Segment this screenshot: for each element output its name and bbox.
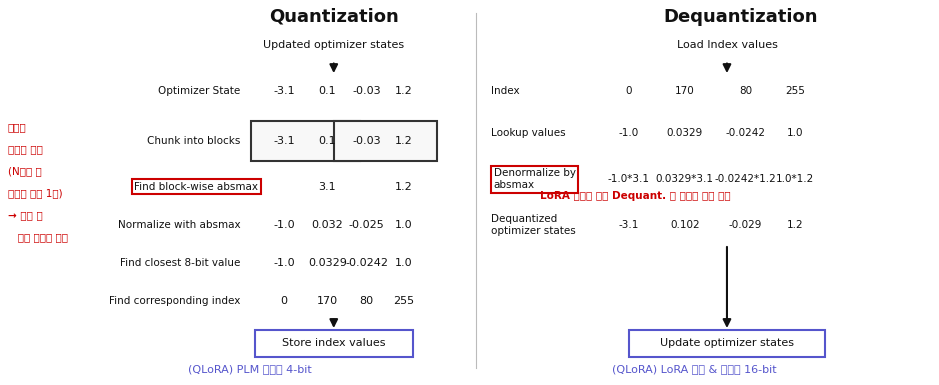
Text: 0.102: 0.102: [670, 220, 700, 230]
Text: 1.0: 1.0: [395, 258, 413, 268]
Text: Lookup values: Lookup values: [491, 128, 565, 138]
FancyBboxPatch shape: [254, 330, 413, 357]
Text: (QLoRA) LoRA 저장 & 연산은 16-bit: (QLoRA) LoRA 저장 & 연산은 16-bit: [612, 364, 777, 374]
Text: 170: 170: [316, 296, 338, 306]
Text: LoRA 연산을 위한 Dequant. 시 양자화 상수 사용: LoRA 연산을 위한 Dequant. 시 양자화 상수 사용: [540, 191, 731, 201]
Text: 1.2: 1.2: [395, 136, 413, 146]
Text: -1.0*3.1: -1.0*3.1: [608, 174, 650, 184]
Text: Update optimizer states: Update optimizer states: [660, 338, 794, 348]
Text: -0.03: -0.03: [352, 86, 381, 96]
Text: 1.2: 1.2: [395, 86, 413, 96]
Text: 1.0*1.2: 1.0*1.2: [777, 174, 814, 184]
Text: 3.1: 3.1: [318, 182, 336, 192]
Text: 추가 메모리 사용: 추가 메모리 사용: [8, 233, 68, 243]
Text: 255: 255: [393, 296, 414, 306]
FancyBboxPatch shape: [333, 121, 437, 161]
Text: Find closest 8-bit value: Find closest 8-bit value: [120, 258, 240, 268]
Text: Dequantized
optimizer states: Dequantized optimizer states: [491, 214, 576, 236]
Text: -3.1: -3.1: [273, 136, 295, 146]
Text: -1.0: -1.0: [273, 258, 295, 268]
Text: 80: 80: [739, 86, 752, 96]
Text: 1.0: 1.0: [395, 220, 413, 230]
Text: (QLoRA) PLM 저장은 4-bit: (QLoRA) PLM 저장은 4-bit: [188, 364, 312, 374]
Text: Chunk into blocks: Chunk into blocks: [146, 136, 240, 146]
Text: 0.0329*3.1: 0.0329*3.1: [655, 174, 714, 184]
Text: 0: 0: [281, 296, 287, 306]
Text: -1.0: -1.0: [273, 220, 295, 230]
Text: Dequantization: Dequantization: [664, 8, 818, 26]
Text: 0.032: 0.032: [312, 220, 343, 230]
Text: -3.1: -3.1: [273, 86, 295, 96]
Text: -0.03: -0.03: [352, 136, 381, 146]
Text: 0: 0: [625, 86, 632, 96]
Text: Quantization: Quantization: [269, 8, 399, 26]
Text: -0.0242: -0.0242: [726, 128, 765, 138]
Text: Load Index values: Load Index values: [676, 40, 777, 50]
Text: 255: 255: [785, 86, 806, 96]
Text: 1.2: 1.2: [395, 182, 413, 192]
Text: → 저장 시: → 저장 시: [8, 211, 42, 221]
Text: -0.029: -0.029: [729, 220, 762, 230]
Text: Optimizer State: Optimizer State: [158, 86, 240, 96]
Text: Denormalize by
absmax: Denormalize by absmax: [494, 168, 576, 190]
Text: 1.2: 1.2: [787, 220, 804, 230]
Text: (N블록 당: (N블록 당: [8, 166, 41, 176]
Text: Find corresponding index: Find corresponding index: [109, 296, 240, 306]
Text: 0.1: 0.1: [318, 86, 336, 96]
Text: 0.0329: 0.0329: [308, 258, 346, 268]
FancyBboxPatch shape: [629, 330, 824, 357]
Text: 0.0329: 0.0329: [667, 128, 703, 138]
Text: 0.1: 0.1: [318, 136, 336, 146]
Text: 블록의: 블록의: [8, 122, 26, 132]
Text: -0.0242: -0.0242: [345, 258, 388, 268]
Text: -3.1: -3.1: [619, 220, 639, 230]
Text: -1.0: -1.0: [619, 128, 639, 138]
Text: -0.025: -0.025: [348, 220, 384, 230]
Text: Updated optimizer states: Updated optimizer states: [263, 40, 405, 50]
Text: 80: 80: [360, 296, 374, 306]
Text: Store index values: Store index values: [282, 338, 386, 348]
Text: 양자화 상수: 양자화 상수: [8, 144, 43, 154]
Text: Normalize with absmax: Normalize with absmax: [117, 220, 240, 230]
Text: Find block-wise absmax: Find block-wise absmax: [134, 182, 258, 192]
Text: 양자화 상수 1개): 양자화 상수 1개): [8, 188, 63, 198]
FancyBboxPatch shape: [252, 121, 360, 161]
Text: -0.0242*1.2: -0.0242*1.2: [715, 174, 777, 184]
Text: Index: Index: [491, 86, 519, 96]
Text: 1.0: 1.0: [787, 128, 804, 138]
Text: 170: 170: [675, 86, 695, 96]
